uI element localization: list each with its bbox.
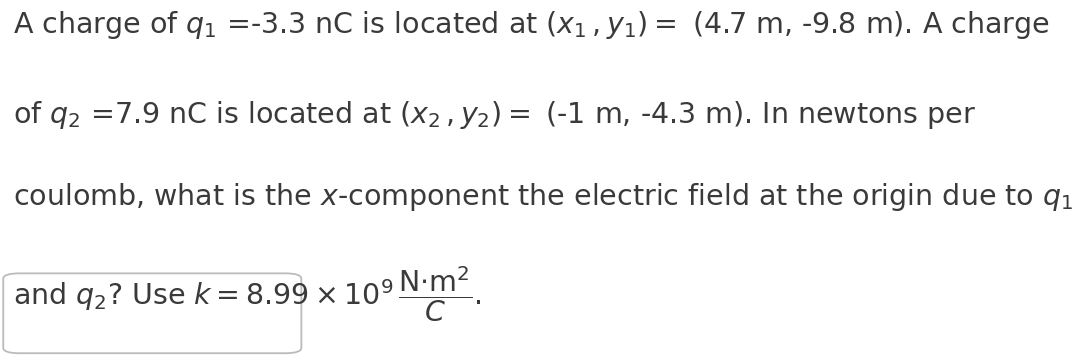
Text: coulomb, what is the $x$-component the electric field at the origin due to $q_1$: coulomb, what is the $x$-component the e… — [13, 181, 1073, 213]
Text: of $q_2$ =7.9 nC is located at $(x_2\,,y_2) = $ (-1 m, -4.3 m). In newtons per: of $q_2$ =7.9 nC is located at $(x_2\,,y… — [13, 99, 976, 131]
Text: A charge of $q_1$ =-3.3 nC is located at $(x_1\,,y_1) = $ (4.7 m, -9.8 m). A cha: A charge of $q_1$ =-3.3 nC is located at… — [13, 9, 1049, 41]
Text: and $q_2$? Use $k = 8.99 \times 10^9 \, \dfrac{\mathrm{N{\cdot}m^2}}{C}$.: and $q_2$? Use $k = 8.99 \times 10^9 \, … — [13, 264, 481, 324]
FancyBboxPatch shape — [3, 273, 301, 353]
